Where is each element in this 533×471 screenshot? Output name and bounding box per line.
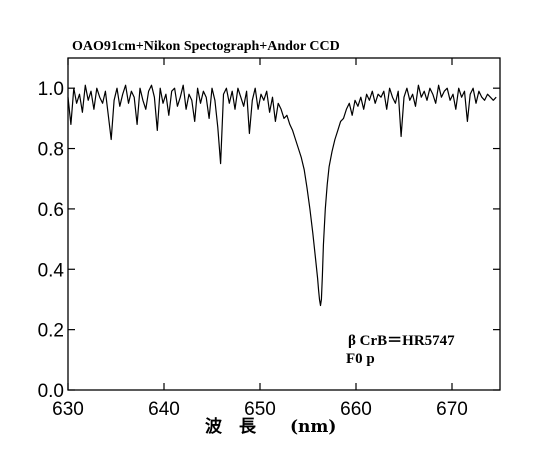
x-tick-label: 670 — [436, 399, 468, 420]
plot-frame — [67, 57, 501, 391]
y-tick-label: 0.6 — [38, 200, 64, 221]
annotation-spectral-type: F0 p — [346, 351, 375, 367]
y-tick-label: 0.4 — [38, 260, 65, 281]
x-tick-label: 630 — [52, 399, 84, 420]
y-tick-label: 0.8 — [38, 140, 64, 161]
x-axis-label: 波 長 (nm) — [205, 416, 336, 437]
x-tick-label: 660 — [340, 399, 372, 420]
x-axis-ticks: 630 640 650 660 670 — [52, 58, 468, 420]
chart-title: OAO91cm+Nikon Spectograph+Andor CCD — [72, 39, 340, 54]
y-tick-label: 0.0 — [38, 381, 64, 402]
y-tick-label: 0.2 — [38, 321, 64, 342]
x-tick-label: 640 — [148, 399, 180, 420]
x-tick-label: 650 — [244, 399, 276, 420]
y-tick-label: 1.0 — [38, 79, 64, 100]
annotation-star-name: β CrB＝HR5747 — [348, 333, 455, 349]
spectrum-line — [67, 84, 497, 307]
y-axis-ticks: 0.0 0.2 0.4 0.6 0.8 1.0 — [38, 79, 500, 402]
